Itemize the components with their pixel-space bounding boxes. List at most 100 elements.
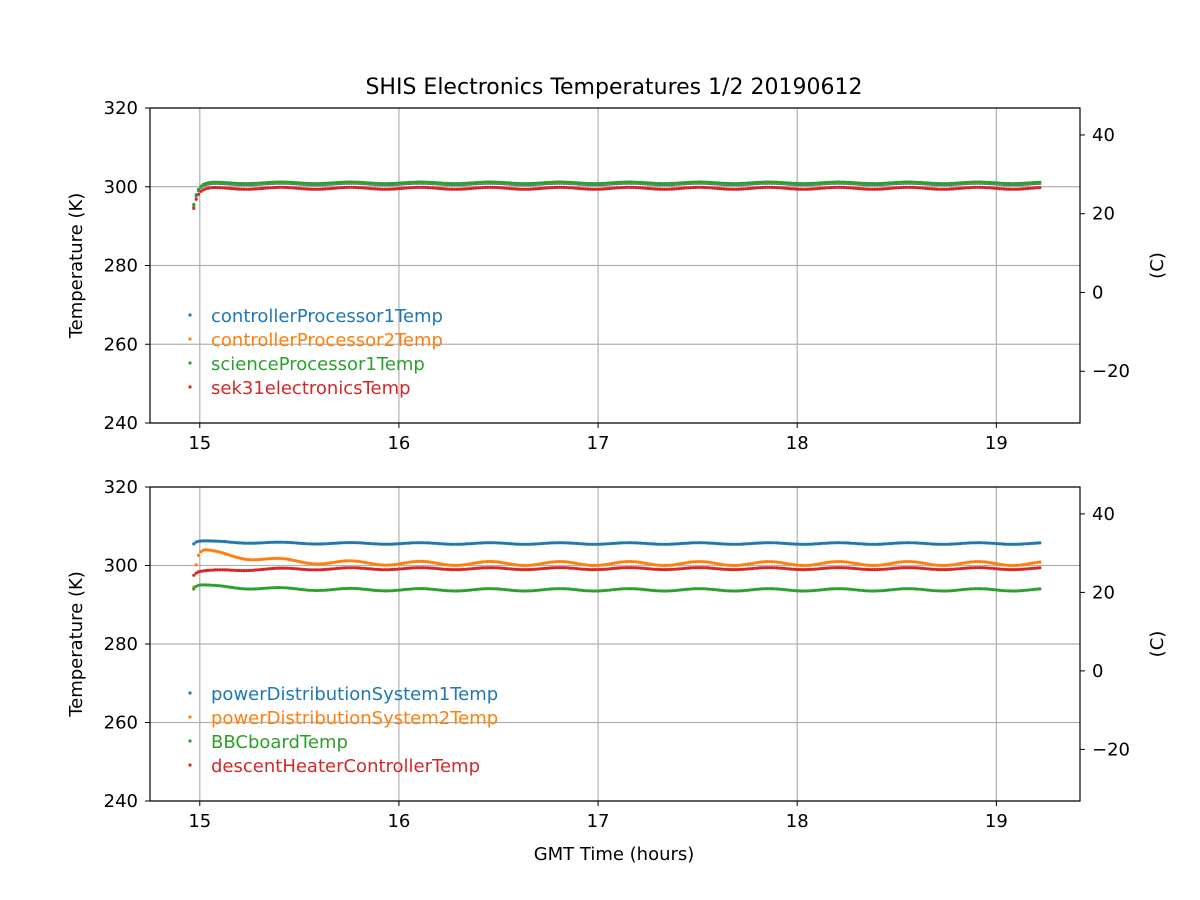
- series-sek31electronicsTemp: [192, 185, 1042, 210]
- data-point: [648, 562, 652, 566]
- data-point: [868, 187, 872, 191]
- data-point: [519, 187, 523, 191]
- data-point: [949, 589, 954, 593]
- data-point: [261, 541, 265, 545]
- data-point: [792, 589, 796, 593]
- data-point: [469, 562, 473, 566]
- data-point: [918, 541, 922, 545]
- data-point: [292, 567, 296, 571]
- data-point: [285, 557, 289, 561]
- data-point: [232, 555, 236, 559]
- data-point: [591, 542, 595, 546]
- data-point: [966, 566, 970, 570]
- data-point: [686, 587, 691, 591]
- data-point: [858, 542, 863, 546]
- data-point: [1026, 562, 1030, 566]
- data-point: [918, 180, 922, 184]
- data-point: [232, 586, 236, 590]
- data-point: [873, 182, 877, 186]
- data-point: [670, 542, 674, 546]
- data-point: [952, 181, 956, 185]
- data-point: [727, 589, 731, 593]
- data-point: [409, 566, 413, 570]
- data-point: [715, 181, 719, 185]
- data-point: [287, 180, 291, 184]
- data-point: [584, 589, 588, 593]
- series-powerDistributionSystem1Temp: [192, 539, 1042, 546]
- data-point: [815, 562, 820, 566]
- data-point: [536, 562, 540, 566]
- data-point: [414, 587, 418, 591]
- data-point: [261, 186, 265, 190]
- data-point: [385, 182, 389, 186]
- data-point: [715, 567, 719, 571]
- data-point: [863, 187, 867, 191]
- data-point: [541, 561, 545, 566]
- data-point: [646, 186, 650, 190]
- legend-marker: [188, 337, 192, 341]
- data-point: [655, 567, 660, 572]
- data-point: [211, 180, 215, 184]
- data-point: [830, 541, 834, 545]
- data-point: [256, 181, 260, 185]
- data-point: [997, 562, 1001, 566]
- data-point: [749, 562, 753, 566]
- data-point: [882, 563, 887, 567]
- data-point: [837, 185, 841, 189]
- data-point: [770, 560, 774, 564]
- data-point: [469, 567, 473, 571]
- data-point: [371, 562, 375, 566]
- data-point: [271, 556, 275, 561]
- data-point: [220, 539, 225, 544]
- x-tick-label: 18: [786, 811, 809, 832]
- data-point: [261, 557, 265, 561]
- data-point: [275, 540, 280, 544]
- data-point: [271, 566, 275, 571]
- data-point: [263, 567, 268, 571]
- legend-label: powerDistributionSystem1Temp: [211, 684, 498, 705]
- data-point: [591, 563, 595, 568]
- data-point: [615, 566, 619, 570]
- data-point: [242, 557, 246, 561]
- data-point: [823, 181, 827, 185]
- data-point: [533, 567, 538, 571]
- data-point: [538, 181, 542, 185]
- data-point: [937, 589, 942, 593]
- data-point: [780, 587, 784, 592]
- data-point: [985, 587, 989, 591]
- data-point: [725, 542, 729, 546]
- data-point: [290, 180, 294, 184]
- data-point: [923, 181, 927, 185]
- data-point: [426, 186, 430, 190]
- data-point: [249, 541, 253, 545]
- data-point: [565, 185, 569, 190]
- data-point: [572, 561, 576, 565]
- x-tick-label: 19: [985, 811, 1008, 832]
- y-axis-label: Temperature (K): [66, 571, 87, 718]
- data-point: [916, 560, 920, 564]
- data-point: [436, 588, 440, 592]
- data-point: [727, 187, 731, 191]
- data-point: [235, 568, 239, 573]
- data-point: [392, 563, 397, 567]
- data-point: [369, 567, 373, 571]
- data-point: [985, 186, 989, 190]
- data-point: [911, 566, 915, 570]
- data-point: [194, 193, 198, 197]
- data-point: [211, 568, 215, 572]
- data-point: [968, 180, 973, 184]
- data-point: [665, 563, 669, 568]
- data-point: [438, 542, 442, 546]
- data-point: [507, 542, 511, 546]
- data-point: [906, 180, 910, 184]
- bottom-panel: 15 16 17 18 19240260280300320−2002040Tempera…: [66, 477, 1168, 832]
- y2-tick-label: −20: [1092, 739, 1130, 760]
- data-point: [529, 567, 533, 572]
- data-point: [555, 185, 559, 189]
- data-point: [349, 185, 354, 189]
- data-point: [259, 541, 263, 545]
- data-point: [495, 185, 499, 190]
- data-point: [297, 567, 301, 571]
- series-scienceProcessor1Temp: [192, 180, 1042, 207]
- data-point: [973, 560, 977, 564]
